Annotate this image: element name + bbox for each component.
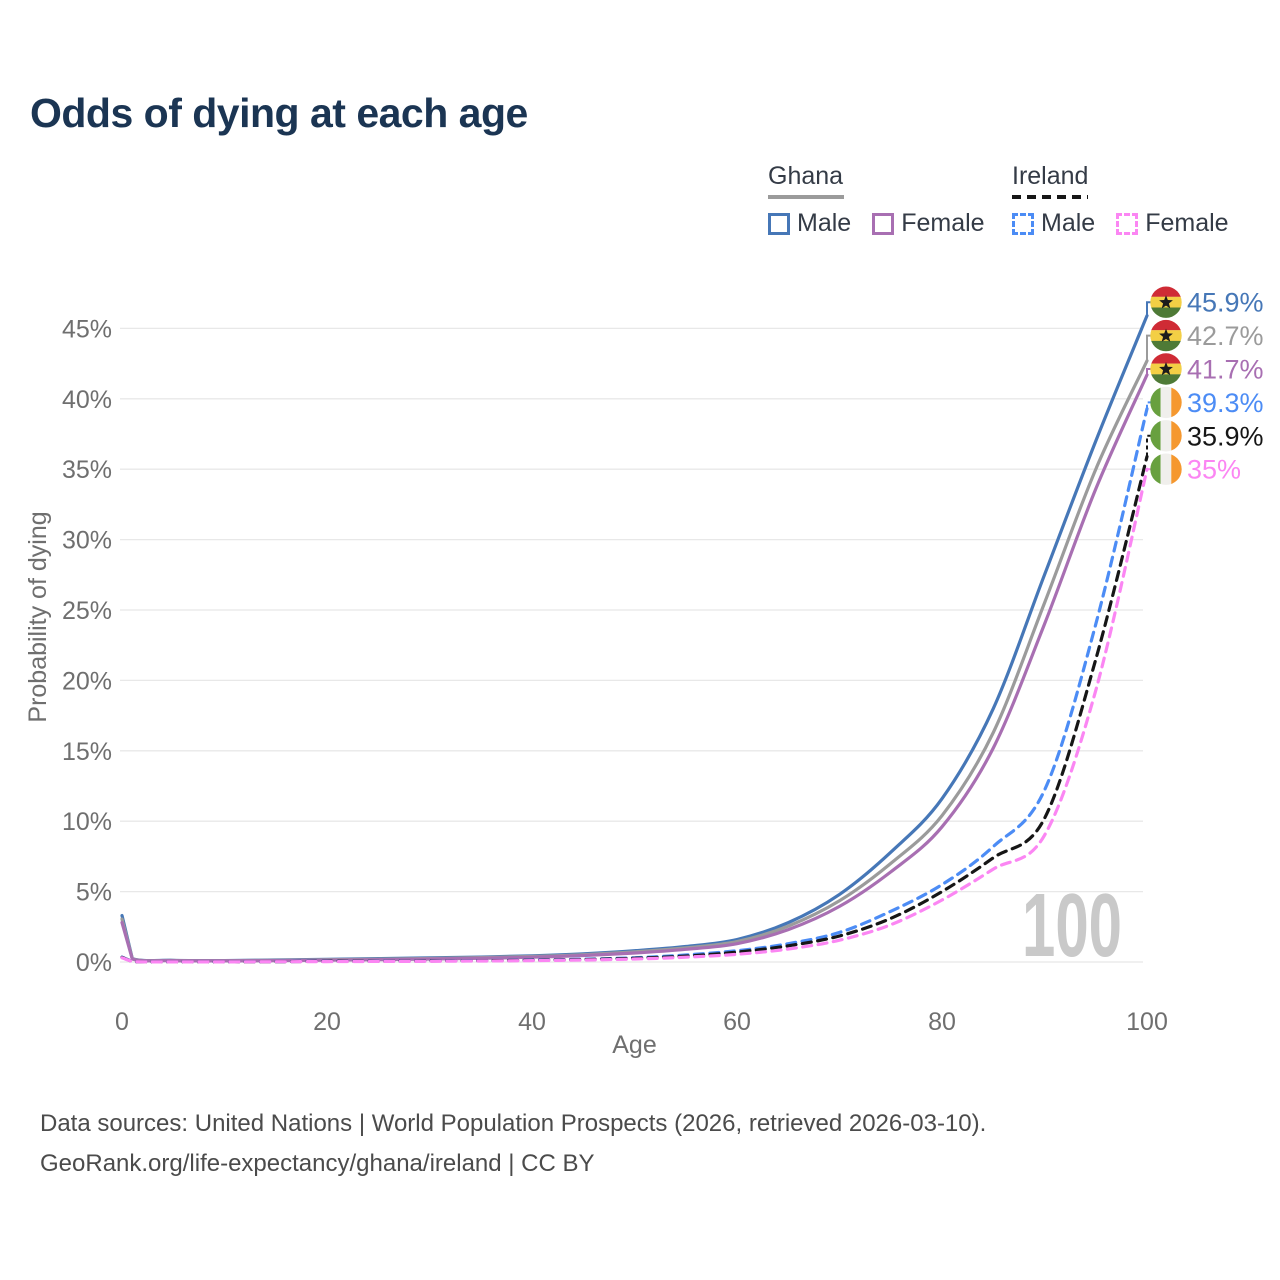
y-tick-label: 35% — [62, 456, 112, 484]
legend-group-ireland: Ireland Male Female — [1012, 162, 1250, 238]
series-line-ireland-female[interactable] — [120, 467, 1149, 964]
ghana-flag-icon — [1150, 319, 1182, 352]
ghana-male-swatch-icon — [768, 212, 790, 235]
x-tick-label: 100 — [1126, 1008, 1168, 1036]
legend-label-ireland-female: Female — [1145, 209, 1229, 237]
y-tick-label: 0% — [76, 949, 112, 977]
ireland-flag-icon — [1150, 386, 1182, 419]
y-tick-label: 40% — [62, 386, 112, 414]
end-label-ireland-both-sexes: 35.9% — [1187, 421, 1264, 451]
source-line-1: Data sources: United Nations | World Pop… — [40, 1110, 987, 1137]
x-tick-label: 20 — [313, 1008, 341, 1036]
x-tick-label: 0 — [115, 1008, 129, 1036]
x-tick-label: 80 — [928, 1008, 956, 1036]
legend-ghana-title: Ghana — [768, 162, 844, 190]
ireland-flag-icon — [1150, 420, 1182, 452]
legend-label-ghana-female: Female — [901, 209, 985, 237]
series-line-ghana-female[interactable] — [120, 373, 1149, 963]
data-source-note: Data sources: United Nations | World Pop… — [40, 1104, 986, 1184]
ghana-flag-icon — [1150, 353, 1182, 385]
end-label-ghana-both-sexes: 42.7% — [1187, 321, 1264, 351]
ghana-female-swatch-icon — [872, 212, 895, 235]
y-tick-label: 30% — [62, 527, 112, 555]
ireland-female-swatch-icon — [1116, 212, 1139, 235]
chart-title: Odds of dying at each age — [30, 90, 528, 136]
ireland-male-swatch-icon — [1012, 212, 1034, 235]
end-label-ghana-female: 41.7% — [1187, 355, 1264, 385]
ghana-flag-icon — [1150, 286, 1182, 318]
legend-label-ireland-male: Male — [1041, 209, 1096, 237]
y-tick-label: 10% — [62, 808, 112, 836]
ireland-combined-line-swatch — [1012, 195, 1089, 199]
end-label-ireland-male: 39.3% — [1187, 388, 1264, 418]
legend-label-ghana-male: Male — [797, 209, 852, 237]
legend-ireland-title: Ireland — [1012, 162, 1089, 190]
end-label-ireland-female: 35% — [1187, 455, 1241, 485]
x-tick-label: 40 — [518, 1008, 546, 1036]
y-axis-title: Probability of dying — [24, 511, 52, 722]
source-line-2: GeoRank.org/life-expectancy/ghana/irelan… — [40, 1150, 595, 1177]
legend-item-ireland-female[interactable]: Female — [1116, 209, 1229, 238]
y-tick-label: 5% — [76, 879, 112, 907]
y-tick-label: 45% — [62, 315, 112, 343]
x-axis-title: Age — [612, 1031, 656, 1059]
legend-item-ghana-male[interactable]: Male — [768, 209, 851, 238]
end-label-ghana-male: 45.9% — [1187, 288, 1264, 318]
age-counter-watermark: 100 — [1022, 876, 1122, 976]
ireland-flag-icon — [1150, 453, 1182, 485]
legend-item-ireland-male[interactable]: Male — [1012, 209, 1095, 238]
y-tick-label: 20% — [62, 667, 112, 695]
legend-group-ghana: Ghana Male Female — [768, 162, 1006, 238]
ghana-combined-line-swatch — [768, 195, 844, 199]
y-tick-label: 25% — [62, 597, 112, 625]
legend-item-ghana-female[interactable]: Female — [872, 209, 985, 238]
y-tick-label: 15% — [62, 738, 112, 766]
series-line-ghana-male[interactable] — [120, 314, 1149, 963]
series-line-ireland-male[interactable] — [120, 407, 1149, 964]
x-tick-label: 60 — [723, 1008, 751, 1036]
